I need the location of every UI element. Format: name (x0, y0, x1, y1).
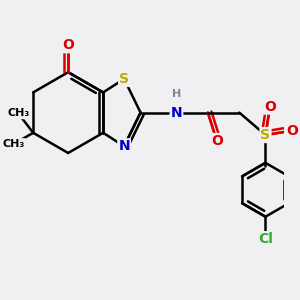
Text: S: S (119, 72, 129, 86)
Text: O: O (211, 134, 223, 148)
Text: O: O (62, 38, 74, 52)
Text: CH₃: CH₃ (7, 108, 29, 118)
Text: Cl: Cl (258, 232, 273, 246)
Text: N: N (118, 139, 130, 153)
Text: O: O (286, 124, 298, 138)
Text: O: O (264, 100, 276, 114)
Text: S: S (260, 128, 271, 142)
Text: H: H (172, 89, 181, 99)
Text: CH₃: CH₃ (3, 139, 25, 149)
Text: N: N (171, 106, 182, 120)
